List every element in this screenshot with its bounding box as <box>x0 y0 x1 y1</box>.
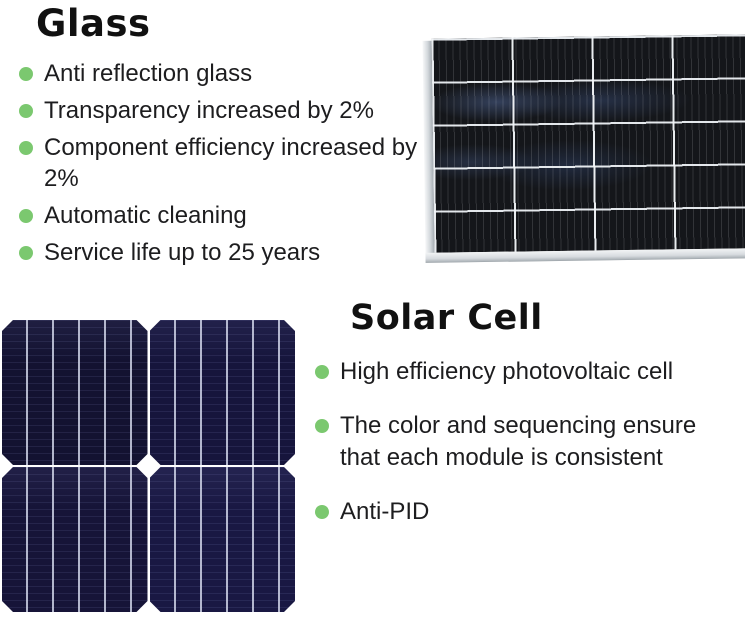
feature-text: Service life up to 25 years <box>44 239 321 266</box>
panel-glass-surface <box>431 34 745 253</box>
list-item: Automatic cleaning <box>19 200 439 231</box>
green-dot-icon <box>315 505 329 519</box>
list-item: Anti-PID <box>315 496 740 528</box>
green-dot-icon <box>19 141 33 155</box>
green-dot-icon <box>315 365 329 379</box>
solar-cell-section-title: Solar Cell <box>350 298 543 338</box>
list-item: Transparency increased by 2% <box>19 95 439 126</box>
solar-cell-image <box>2 467 148 612</box>
solar-cell-image <box>150 467 296 612</box>
green-dot-icon <box>19 67 33 81</box>
feature-text: Component efficiency increased by 2% <box>44 134 418 192</box>
green-dot-icon <box>19 209 33 223</box>
list-item: Component efficiency increased by 2% <box>19 132 439 194</box>
solar-cells-photo <box>2 320 295 612</box>
feature-text: Anti reflection glass <box>44 60 253 87</box>
feature-text: High efficiency photovoltaic cell <box>340 358 674 385</box>
list-item: Anti reflection glass <box>19 58 439 89</box>
solar-panel-glass-photo <box>422 34 745 263</box>
green-dot-icon <box>19 104 33 118</box>
list-item: High efficiency photovoltaic cell <box>315 356 740 388</box>
feature-text: The color and sequencing ensure that eac… <box>340 412 697 471</box>
feature-text: Anti-PID <box>340 498 430 525</box>
glass-section-title: Glass <box>36 2 151 45</box>
list-item: The color and sequencing ensure that eac… <box>315 410 740 474</box>
solar-cell-feature-list: High efficiency photovoltaic cell The co… <box>315 356 740 550</box>
green-dot-icon <box>315 419 329 433</box>
list-item: Service life up to 25 years <box>19 237 439 268</box>
feature-text: Automatic cleaning <box>44 202 247 229</box>
green-dot-icon <box>19 246 33 260</box>
solar-cell-image <box>2 320 148 465</box>
glass-feature-list: Anti reflection glass Transparency incre… <box>19 58 439 274</box>
feature-text: Transparency increased by 2% <box>44 97 374 124</box>
solar-cell-image <box>150 320 296 465</box>
